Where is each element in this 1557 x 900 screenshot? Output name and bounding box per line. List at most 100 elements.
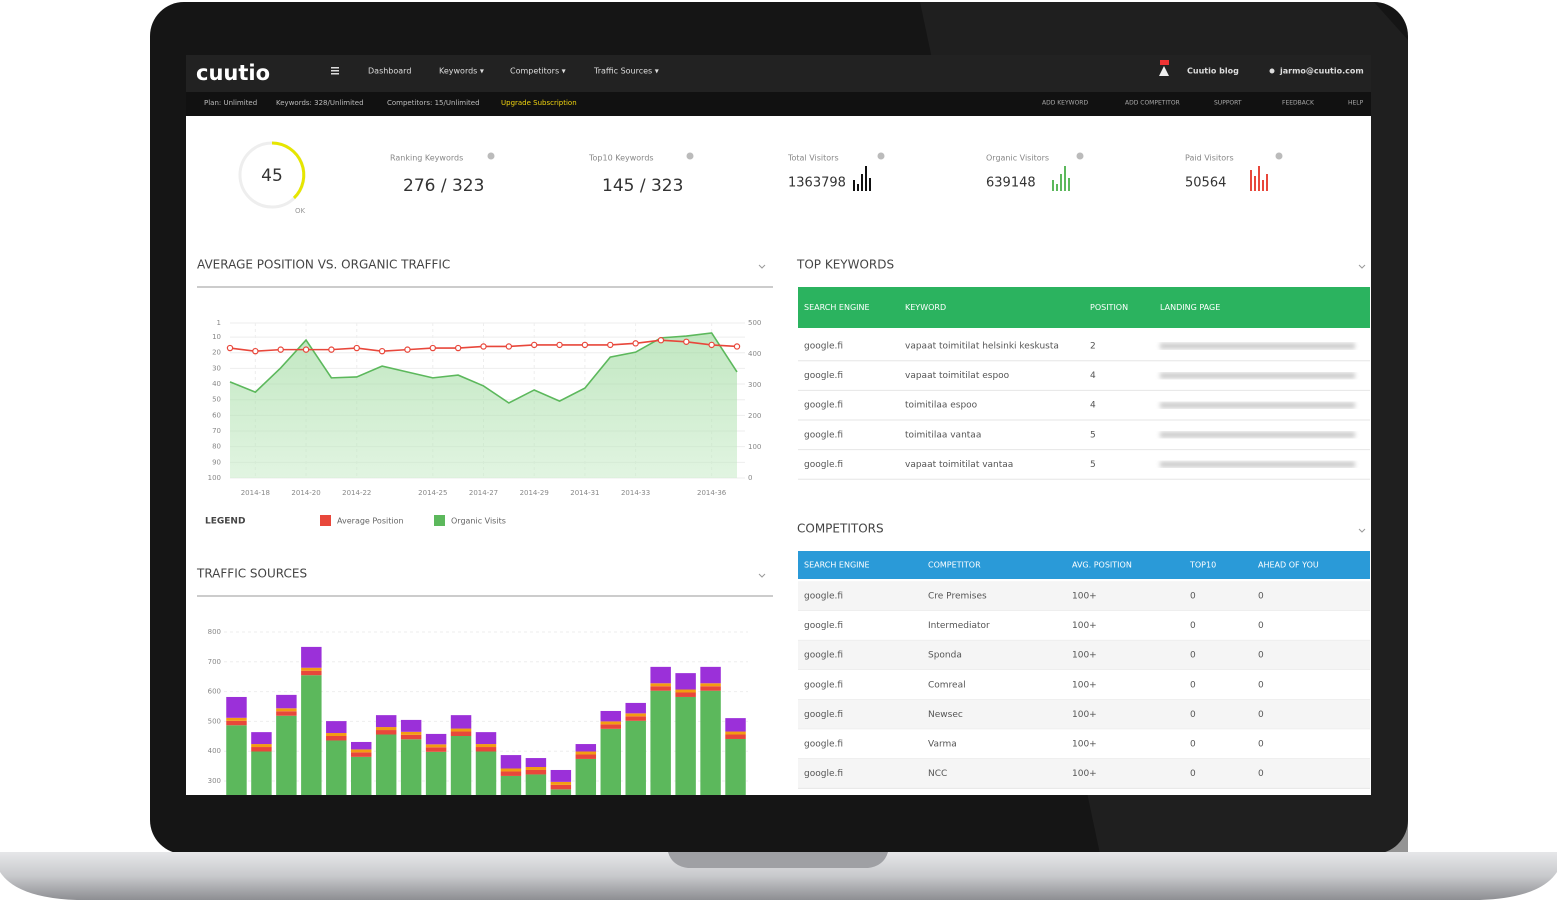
point [531, 341, 538, 349]
table-cell: 0 [1190, 680, 1196, 690]
table-cell: 0 [1190, 769, 1196, 779]
y-tick-label: 400 [208, 747, 221, 755]
plan-info: Competitors: 15/Unlimited [387, 99, 480, 107]
blog-link[interactable]: Cuutio blog [1187, 67, 1239, 76]
plan-info: Keywords: 328/Unlimited [276, 99, 364, 107]
x-tick-label: 2014-31 [570, 489, 599, 497]
point [657, 337, 665, 344]
section-title: AVERAGE POSITION VS. ORGANIC TRAFFIC [197, 258, 450, 272]
action-button[interactable]: HELP [1348, 100, 1364, 107]
bar-segment [425, 744, 447, 748]
table-cell: 100+ [1072, 680, 1097, 690]
bar-segment [450, 728, 472, 732]
bar-segment [575, 751, 597, 755]
action-button[interactable]: SUPPORT [1214, 100, 1242, 107]
sparkline-icon [1250, 166, 1268, 191]
stat-value: 50564 [1185, 176, 1226, 191]
nav-item[interactable]: Keywords ▾ [439, 67, 484, 76]
table-cell: 0 [1190, 651, 1196, 661]
nav-item[interactable]: Traffic Sources ▾ [593, 67, 659, 76]
bar-segment [375, 715, 397, 728]
menu-icon[interactable] [331, 67, 339, 75]
legend-label: Average Position [337, 517, 404, 526]
table-header-cell: TOP10 [1189, 561, 1216, 570]
point [328, 346, 335, 353]
table-cell: google.fi [804, 342, 843, 352]
nav-item[interactable]: Dashboard [368, 67, 411, 76]
table-header-cell: COMPETITOR [928, 561, 981, 570]
blurred-cell [1160, 402, 1355, 409]
point [429, 344, 436, 352]
stat-label: Organic Visitors [986, 154, 1049, 163]
table-row [798, 640, 1370, 670]
y-tick-label: 60 [212, 411, 221, 419]
bar-segment [500, 771, 522, 776]
action-button[interactable]: ADD COMPETITOR [1125, 100, 1180, 107]
collapse-icons[interactable] [758, 264, 1366, 578]
notification-icon[interactable] [1159, 60, 1169, 76]
user-menu[interactable]: jarmo@cuutio.com [1279, 67, 1364, 76]
point [404, 346, 411, 353]
bar-segment [251, 732, 272, 745]
table-header-cell: KEYWORD [905, 303, 946, 312]
bar-segment [375, 734, 397, 795]
bar-segment [226, 717, 247, 721]
bar-segment [525, 774, 547, 795]
help-icons[interactable] [487, 152, 1283, 160]
bar-segment [400, 731, 422, 735]
bar-segment [700, 690, 721, 795]
table-row [798, 581, 1370, 611]
bar-segment [400, 719, 422, 732]
bar-segment [375, 727, 397, 731]
y-tick-label: 300 [208, 777, 221, 785]
point [683, 338, 690, 345]
bar-segment [675, 696, 696, 795]
bar-segment [675, 673, 696, 690]
section-title: TRAFFIC SOURCES [196, 567, 307, 581]
point [252, 347, 259, 355]
bar-segment [600, 710, 621, 722]
bar-segment [550, 769, 572, 782]
table-header-cell: LANDING PAGE [1160, 303, 1220, 312]
table-header-cell: SEARCH ENGINE [804, 303, 870, 312]
legend-label: Organic Visits [451, 517, 506, 526]
point [480, 343, 487, 350]
bar-segment [276, 708, 297, 712]
y-tick-label: 500 [208, 717, 221, 725]
y-tick-label: 30 [212, 364, 221, 372]
table-cell: Intermediator [928, 621, 990, 631]
bar-segment [351, 749, 372, 753]
x-tick-label: 2014-29 [520, 489, 549, 497]
table-cell: 5 [1090, 460, 1096, 470]
logo[interactable]: cuutio [196, 61, 270, 85]
table-cell: Comreal [928, 680, 966, 690]
score-arc [271, 141, 306, 200]
action-button[interactable]: FEEDBACK [1282, 100, 1315, 107]
x-tick-label: 2014-25 [418, 489, 447, 497]
table-cell: google.fi [804, 401, 843, 411]
y2-tick-label: 500 [748, 319, 761, 327]
bar-segment [326, 721, 347, 734]
bar-segment [550, 781, 572, 785]
bar-segment [525, 758, 547, 767]
table-cell: 0 [1258, 769, 1264, 779]
user-icon [1269, 68, 1275, 74]
bar-segment [276, 711, 297, 716]
bar-segment [650, 683, 671, 687]
point [505, 343, 513, 350]
bar-segment [625, 713, 646, 717]
table-row [798, 729, 1370, 759]
upgrade-link[interactable]: Upgrade Subscription [501, 99, 577, 107]
bar-segment [326, 736, 347, 741]
bar-segment [550, 789, 572, 795]
table-cell: google.fi [804, 371, 843, 381]
table-cell: 100+ [1072, 710, 1097, 720]
nav-item[interactable]: Competitors ▾ [510, 67, 566, 76]
table-cell: google.fi [804, 740, 843, 750]
bar-segment [725, 734, 746, 739]
table-header-cell: AHEAD OF YOU [1258, 561, 1319, 570]
point [277, 346, 284, 353]
action-button[interactable]: ADD KEYWORD [1042, 100, 1088, 107]
y-tick-label: 80 [212, 443, 221, 451]
